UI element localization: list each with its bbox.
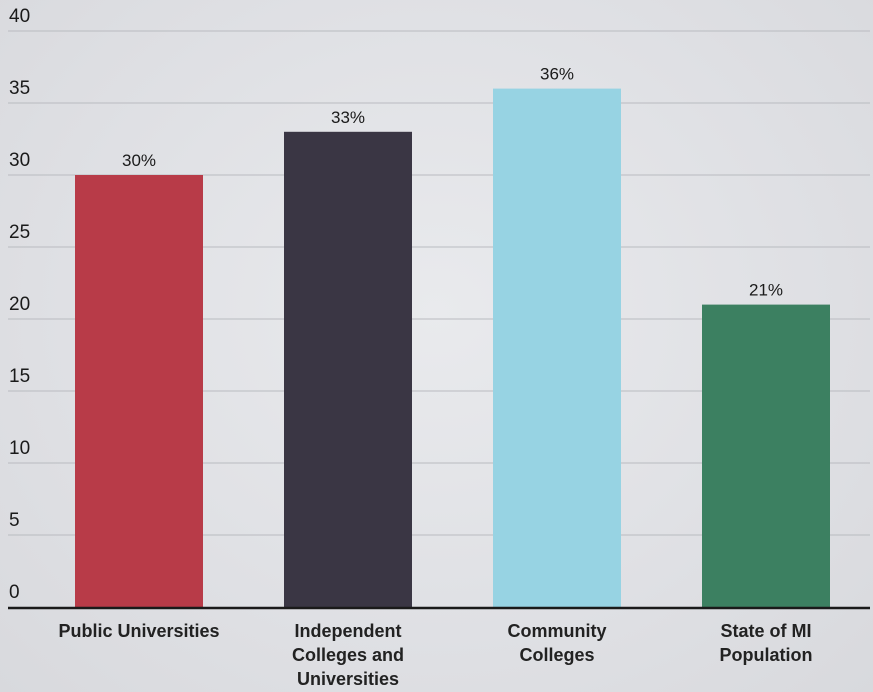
data-label: 21% bbox=[749, 281, 783, 300]
category-labels: Public Universities Independent Colleges a… bbox=[58, 621, 812, 689]
x-tick-label: Community Colleges bbox=[508, 621, 607, 665]
x-tick-label-line: Universities bbox=[297, 669, 399, 689]
y-tick-label: 15 bbox=[9, 366, 30, 387]
x-tick-label-line: Colleges and bbox=[292, 645, 404, 665]
x-tick-label-line: Public Universities bbox=[58, 621, 219, 641]
bar bbox=[75, 175, 203, 607]
y-tick-label: 10 bbox=[9, 438, 30, 459]
y-tick-label: 40 bbox=[9, 6, 30, 27]
y-tick-label: 25 bbox=[9, 222, 30, 243]
y-tick-label: 5 bbox=[9, 510, 20, 531]
x-tick-label: Independent Colleges and Universities bbox=[292, 621, 404, 689]
x-tick-label-line: Population bbox=[720, 645, 813, 665]
y-axis-ticks: 0 5 10 15 20 25 30 35 40 bbox=[9, 6, 30, 603]
x-tick-label-line: State of MI bbox=[720, 621, 811, 641]
x-tick-label-line: Colleges bbox=[519, 645, 594, 665]
y-tick-label: 20 bbox=[9, 294, 30, 315]
data-label: 33% bbox=[331, 108, 365, 127]
bar bbox=[284, 131, 412, 608]
bar bbox=[493, 88, 621, 608]
x-tick-label-line: Community bbox=[508, 621, 607, 641]
y-tick-label: 30 bbox=[9, 150, 30, 171]
data-label: 30% bbox=[122, 151, 156, 170]
y-tick-label: 0 bbox=[9, 582, 20, 603]
bars bbox=[75, 88, 830, 608]
x-tick-label-line: Independent bbox=[295, 621, 402, 641]
data-labels: 30% 33% 36% 21% bbox=[122, 65, 783, 300]
bar bbox=[702, 304, 830, 607]
y-tick-label: 35 bbox=[9, 78, 30, 99]
x-tick-label: Public Universities bbox=[58, 621, 219, 641]
data-label: 36% bbox=[540, 65, 574, 84]
x-tick-label: State of MI Population bbox=[720, 621, 813, 665]
